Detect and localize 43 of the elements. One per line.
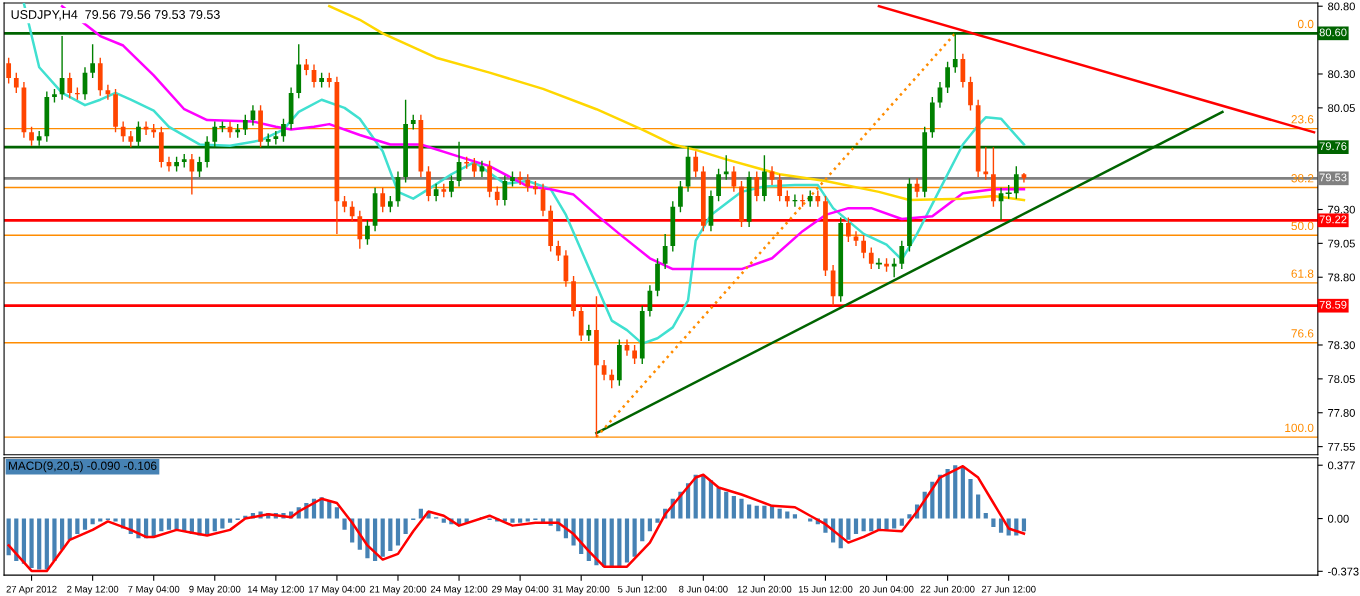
y-tick-label: 78.30	[1328, 341, 1355, 350]
x-tick-label: 31 May 20:00	[552, 585, 610, 595]
annotation: 0.0	[1297, 19, 1314, 29]
annotation: 100.0	[1285, 423, 1314, 433]
x-tick-label: 7 May 04:00	[128, 585, 180, 595]
x-tick-label: 8 Jun 04:00	[679, 585, 728, 593]
x-tick-label: 17 May 04:00	[309, 585, 366, 595]
y-tick-label: 77.80	[1328, 409, 1355, 417]
y-tick-label: 0.00	[1328, 514, 1349, 523]
y-tick-label: 78.05	[1328, 375, 1355, 383]
annotation: 23.6	[1291, 115, 1314, 124]
x-tick-label: 5 Jun 12:00	[617, 585, 667, 593]
y-tick-label: 78.80	[1328, 273, 1355, 282]
x-tick-label: 14 May 12:00	[247, 585, 305, 595]
y-tick-label: 77.55	[1328, 443, 1355, 451]
chart-title: USDJPY,H4 79.56 79.56 79.53 79.53	[11, 10, 220, 21]
ref-line-label: 79.53	[1319, 173, 1347, 182]
y-tick-label: -0.373	[1328, 567, 1359, 576]
annotation: 50.0	[1291, 221, 1314, 231]
ref-line-label: 80.60	[1319, 28, 1347, 37]
y-tick-label: 80.05	[1328, 104, 1355, 112]
chart-title: MACD(9,20,5) -0.090 -0.106	[8, 461, 157, 473]
y-tick-label: 80.80	[1328, 2, 1355, 11]
x-tick-label: 9 May 20:00	[189, 585, 241, 595]
ref-line-label: 79.22	[1319, 215, 1347, 224]
x-tick-label: 27 Apr 2012	[6, 585, 57, 595]
x-tick-label: 20 Jun 04:00	[859, 585, 914, 593]
y-tick-label: 79.30	[1328, 205, 1355, 214]
x-tick-label: 29 May 04:00	[491, 585, 549, 595]
y-tick-label: 79.05	[1328, 239, 1355, 248]
x-tick-label: 24 May 12:00	[430, 585, 488, 595]
x-tick-label: 2 May 12:00	[67, 585, 119, 595]
annotation: 76.6	[1291, 329, 1314, 338]
x-tick-label: 15 Jun 12:00	[798, 585, 853, 593]
x-tick-label: 27 Jun 12:00	[981, 585, 1036, 593]
x-tick-label: 22 Jun 20:00	[920, 585, 975, 593]
ref-line-label: 78.59	[1319, 300, 1347, 309]
annotation: 61.8	[1291, 269, 1314, 278]
x-tick-label: 12 Jun 20:00	[737, 585, 792, 593]
y-tick-label: 80.30	[1328, 70, 1355, 79]
ref-line-label: 79.76	[1319, 142, 1347, 151]
y-tick-label: 0.377	[1328, 461, 1355, 470]
x-tick-label: 21 May 20:00	[369, 585, 427, 595]
